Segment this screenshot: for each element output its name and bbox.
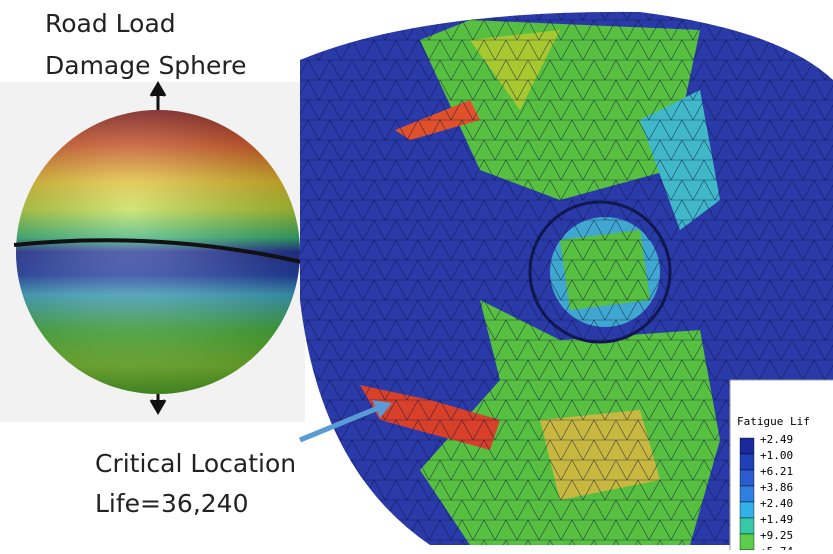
legend-entry: +2.49 bbox=[760, 433, 793, 446]
callout-arrowhead bbox=[372, 400, 392, 418]
up-arrow bbox=[149, 81, 167, 110]
legend-swatch bbox=[739, 437, 755, 455]
sphere-title: Damage Sphere bbox=[45, 51, 247, 80]
legend-swatch bbox=[739, 485, 755, 503]
legend-swatch bbox=[739, 533, 755, 551]
critical-life: Life=36,240 bbox=[95, 489, 248, 518]
legend: Fatigue Lif +2.49 +1.00 +6.21 +3.86 +2.40 +1.… bbox=[729, 379, 833, 554]
legend-entry: +9.25 bbox=[760, 529, 793, 542]
legend-entry: +3.86 bbox=[760, 481, 793, 494]
legend-entry: +1.00 bbox=[760, 449, 793, 462]
legend-swatch bbox=[739, 517, 755, 535]
legend-entry: +5.74 bbox=[760, 545, 793, 550]
sphere-equator bbox=[13, 238, 303, 264]
legend-title: Fatigue Lif bbox=[737, 415, 810, 428]
critical-label: Critical Location bbox=[95, 449, 296, 478]
legend-entry: +6.21 bbox=[760, 465, 793, 478]
legend-swatch bbox=[739, 501, 755, 519]
legend-swatch bbox=[739, 453, 755, 471]
legend-entry: +2.40 bbox=[760, 497, 793, 510]
callout-arrow bbox=[299, 405, 379, 443]
legend-entry: +1.49 bbox=[760, 513, 793, 526]
sphere-title: Road Load bbox=[45, 9, 176, 38]
sphere-shading bbox=[16, 110, 300, 394]
legend-swatch bbox=[739, 469, 755, 487]
down-arrow bbox=[149, 394, 167, 415]
